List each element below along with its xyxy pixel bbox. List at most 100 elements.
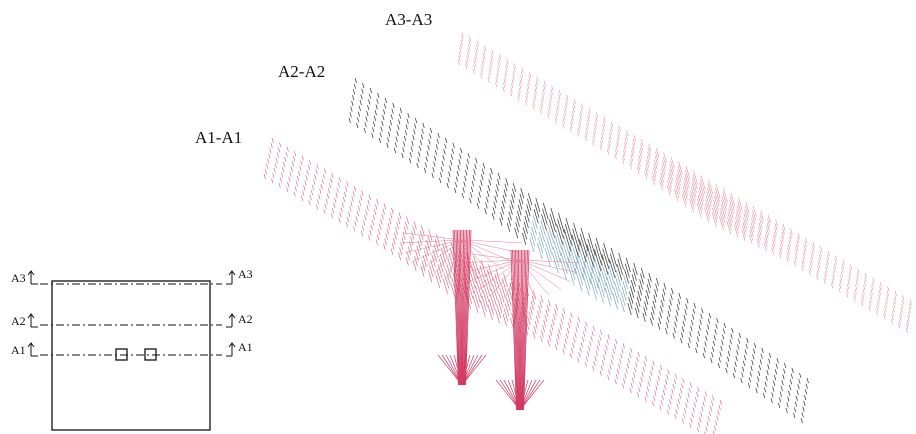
vector	[398, 125, 400, 130]
vector	[730, 339, 732, 344]
vector	[337, 188, 339, 193]
vector	[639, 285, 642, 295]
vector	[753, 354, 755, 359]
vector	[652, 307, 654, 315]
vector	[670, 165, 673, 176]
vector	[907, 320, 909, 325]
vector	[543, 325, 545, 332]
vector	[663, 289, 665, 296]
vector	[633, 143, 635, 150]
vector	[587, 124, 589, 129]
vector	[514, 63, 516, 68]
vector	[388, 132, 390, 137]
vector	[738, 201, 742, 213]
vector	[633, 373, 635, 378]
vector	[818, 262, 820, 267]
vector	[750, 372, 752, 377]
vector	[509, 212, 512, 221]
vector	[513, 75, 515, 80]
vector	[373, 122, 375, 127]
vector	[761, 354, 763, 359]
vector	[424, 168, 426, 173]
vector	[303, 191, 305, 196]
vector	[533, 331, 535, 339]
vector	[548, 110, 550, 115]
vector	[529, 76, 531, 81]
vector	[608, 271, 614, 289]
vector	[556, 339, 558, 345]
vector	[352, 101, 354, 106]
vector	[675, 414, 677, 419]
vector	[455, 182, 457, 187]
vector	[544, 320, 546, 327]
vector	[776, 364, 778, 369]
vector	[574, 99, 576, 104]
vector	[527, 88, 529, 93]
vector	[380, 132, 382, 137]
vector	[396, 228, 398, 235]
vector	[652, 366, 654, 371]
vector	[856, 281, 858, 286]
vector	[794, 261, 796, 267]
vector	[565, 107, 567, 112]
vector	[731, 193, 735, 206]
vector	[546, 242, 552, 260]
vector	[811, 254, 813, 259]
vector	[667, 375, 669, 380]
vector	[651, 371, 653, 376]
vector	[872, 286, 874, 291]
vector	[820, 246, 822, 251]
vector	[794, 407, 796, 412]
vector	[722, 340, 724, 345]
vector	[649, 376, 651, 381]
vector	[354, 226, 356, 231]
vector	[884, 315, 886, 320]
vector	[590, 341, 592, 346]
vector	[519, 84, 521, 89]
vector	[500, 218, 502, 226]
vector	[421, 225, 424, 235]
vector	[641, 268, 644, 278]
vector	[499, 58, 501, 63]
vector	[564, 344, 566, 350]
vector	[507, 223, 510, 232]
vector	[359, 201, 361, 206]
vector	[581, 108, 583, 113]
vector	[276, 158, 278, 163]
vector	[600, 371, 602, 376]
vector	[773, 381, 775, 386]
vector	[503, 83, 505, 88]
vector	[291, 167, 293, 172]
vector	[311, 190, 313, 195]
vector	[338, 182, 340, 187]
vector	[376, 104, 378, 109]
vector	[536, 85, 538, 90]
vector	[580, 112, 582, 117]
vector	[758, 377, 760, 382]
vector	[579, 352, 581, 357]
vector	[613, 293, 618, 309]
vector	[594, 128, 596, 133]
vector	[629, 353, 631, 358]
vector	[385, 98, 387, 103]
vector	[855, 285, 857, 290]
cut-arrow	[226, 271, 235, 284]
vector	[535, 321, 537, 329]
vector	[611, 121, 613, 126]
vector	[627, 363, 629, 368]
vector	[607, 149, 609, 154]
vector	[804, 401, 806, 406]
vector	[411, 147, 413, 152]
vector	[465, 170, 467, 175]
vector	[528, 84, 530, 89]
vector	[399, 114, 401, 119]
vector	[473, 69, 475, 74]
vector	[353, 191, 355, 196]
vector	[366, 117, 368, 122]
vector	[742, 367, 744, 372]
vector	[888, 287, 890, 292]
vector	[316, 205, 318, 210]
vector	[413, 261, 416, 271]
vector	[690, 423, 692, 428]
vector	[577, 322, 579, 327]
